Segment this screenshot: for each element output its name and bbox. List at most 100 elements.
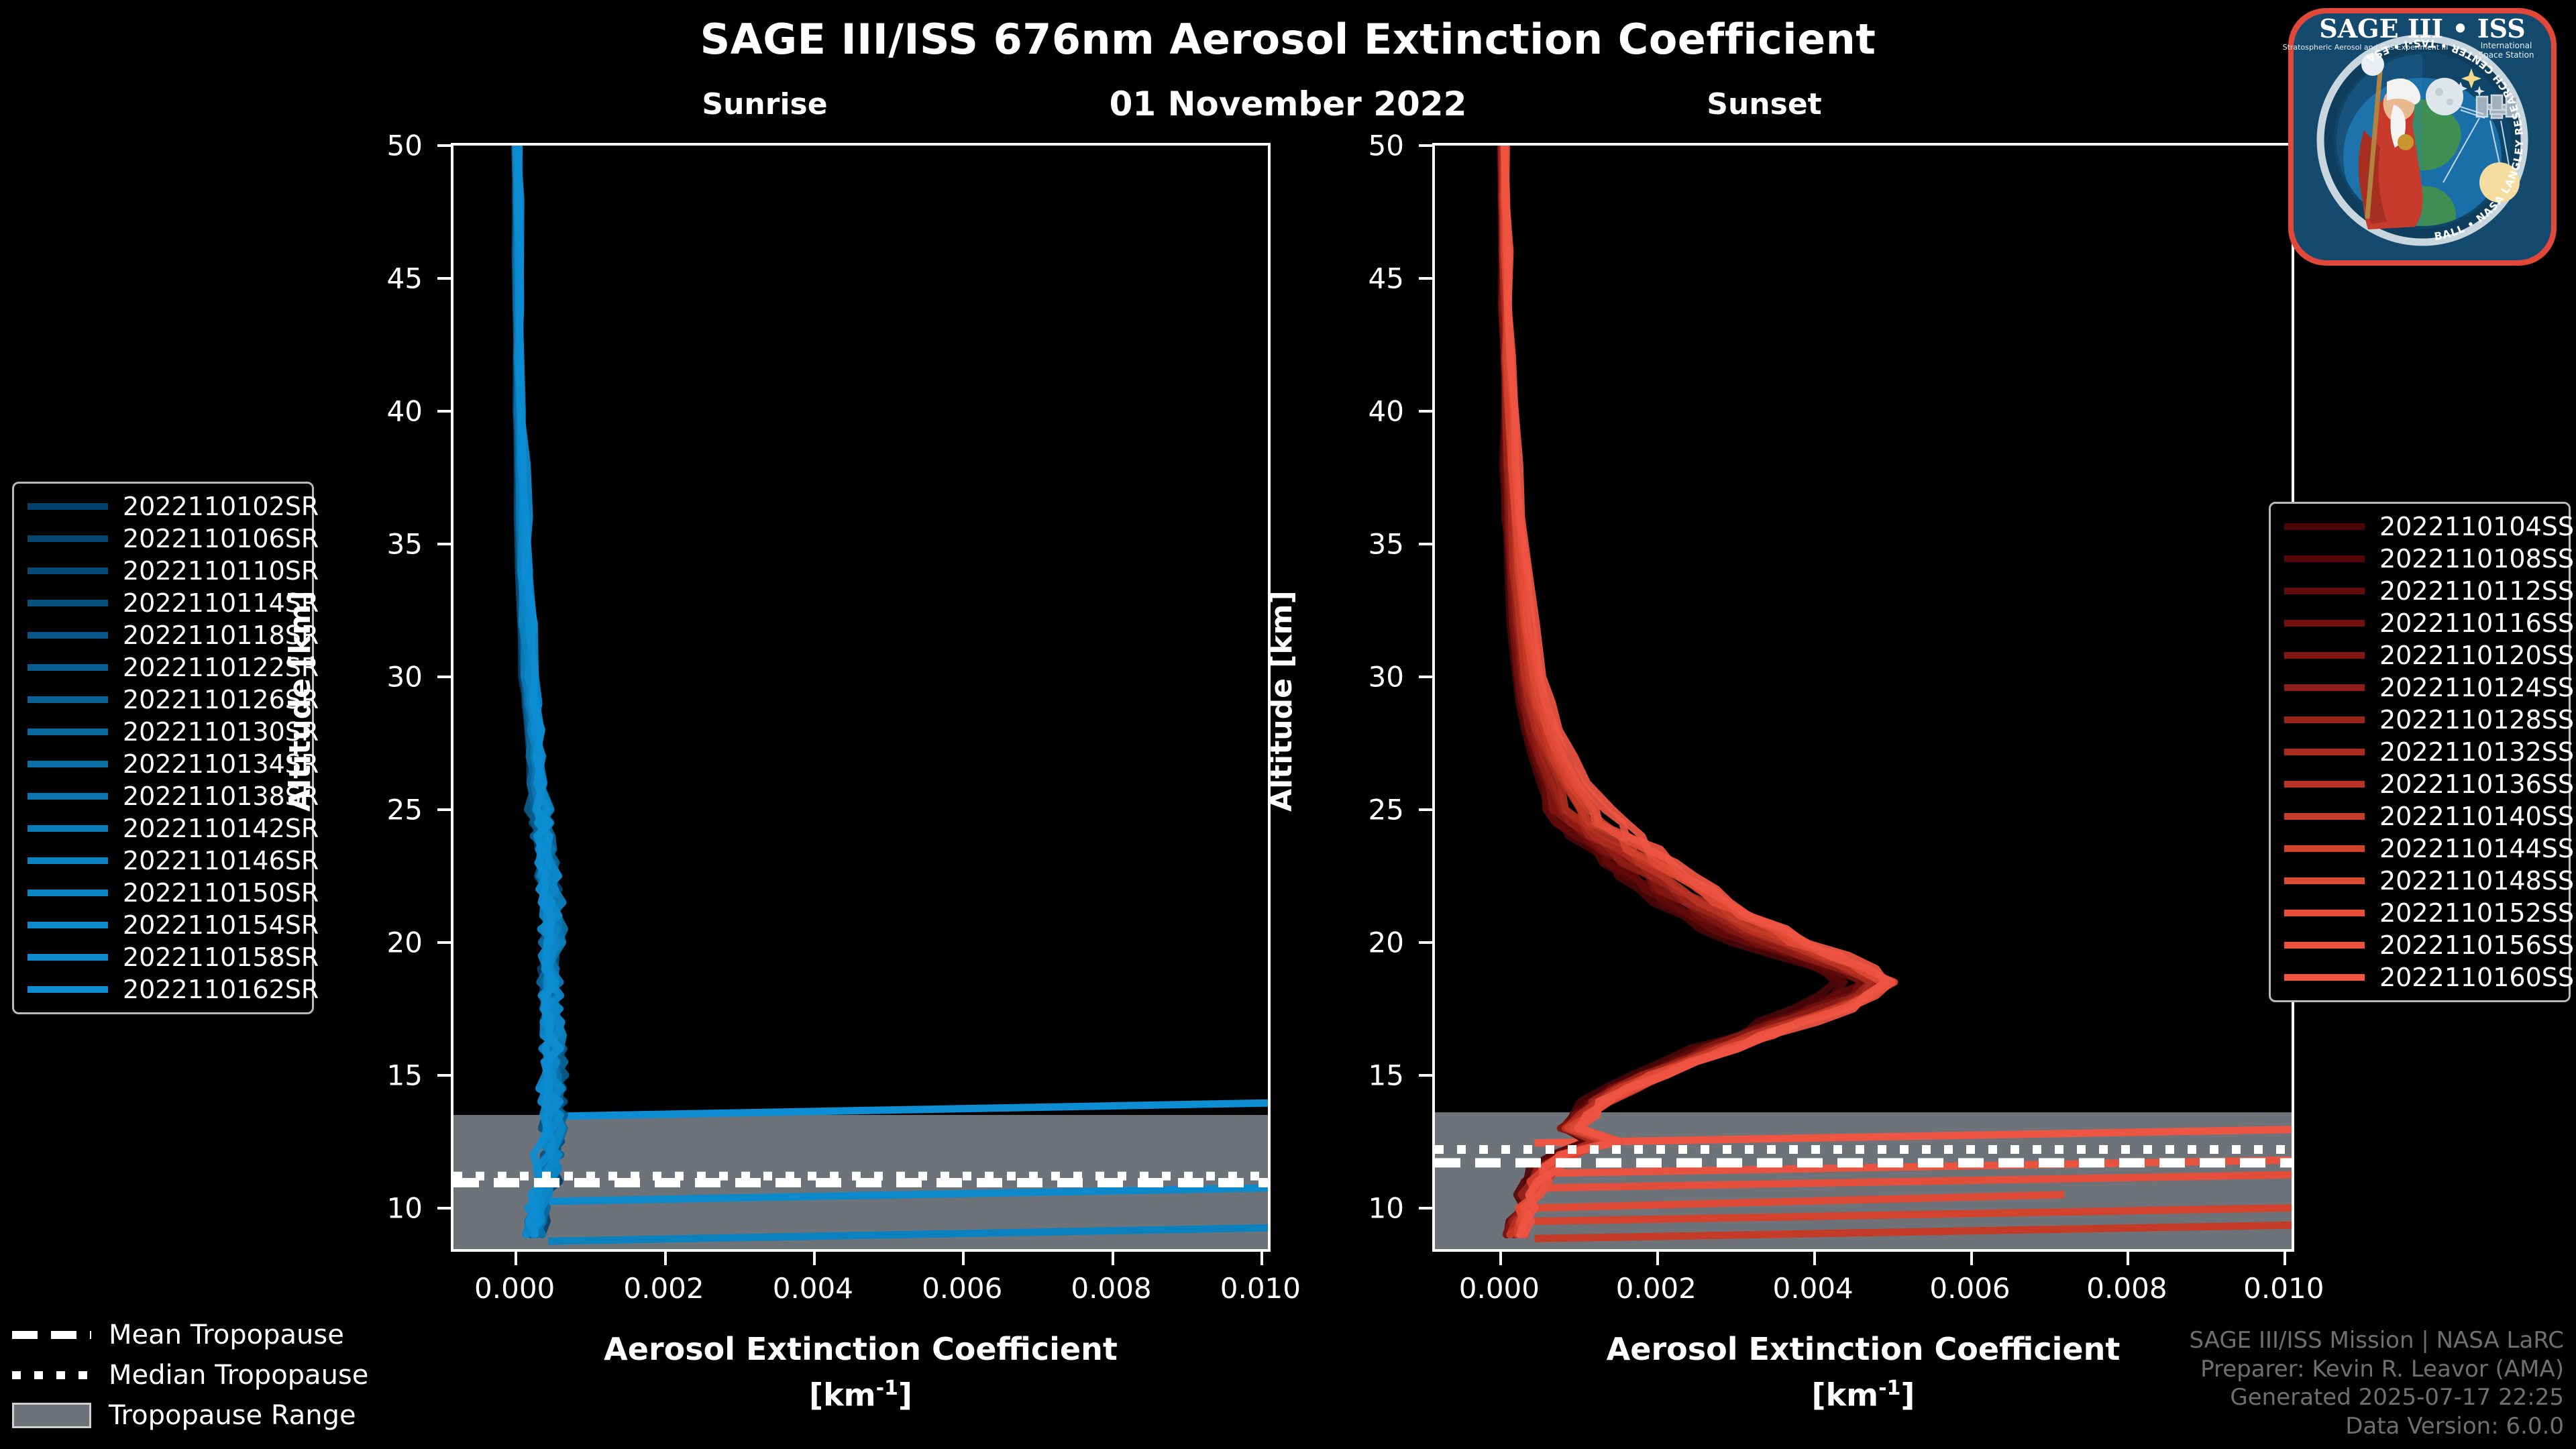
sunset-legend-item[interactable]: 2022110120SS — [2271, 639, 2574, 672]
legend-color-swatch-icon — [28, 664, 108, 671]
extinction-profile-line — [1500, 146, 1886, 1238]
sunrise-legend-item[interactable]: 2022110130SR — [14, 716, 319, 748]
legend-color-swatch-icon — [28, 825, 108, 832]
x-axis-tick-label: 0.010 — [2243, 1272, 2324, 1305]
sunset-legend-item[interactable]: 2022110132SS — [2271, 736, 2574, 768]
legend-item-label: 2022110132SS — [2379, 737, 2575, 767]
extinction-profile-line — [1499, 146, 1891, 1238]
dashed-line-icon — [12, 1324, 91, 1346]
outlier-spike-line — [1534, 1191, 2065, 1212]
sunset-legend-item[interactable]: 2022110104SS — [2271, 511, 2574, 543]
legend-row-mean-tropopause: Mean Tropopause — [12, 1315, 368, 1355]
legend-item-label: 2022110110SR — [123, 556, 319, 586]
legend-item-label: 2022110122SR — [123, 653, 319, 682]
x-axis-tick-label: 0.008 — [1071, 1272, 1152, 1305]
sunrise-legend-item[interactable]: 2022110126SR — [14, 684, 319, 716]
credits-mission: SAGE III/ISS Mission | NASA LaRC — [2189, 1326, 2564, 1354]
x-axis-tick-mark — [1813, 1252, 1816, 1265]
sunset-plot-area[interactable] — [1432, 143, 2294, 1252]
sunrise-legend-item[interactable]: 2022110142SR — [14, 812, 319, 845]
legend-item-label: 2022110142SR — [123, 814, 319, 843]
sunrise-legend-item[interactable]: 2022110150SR — [14, 877, 319, 909]
sunset-legend-item[interactable]: 2022110156SS — [2271, 929, 2574, 961]
sunset-legend-item[interactable]: 2022110160SS — [2271, 961, 2574, 994]
extinction-profile-line — [513, 146, 564, 1238]
x-axis-tick-mark — [1970, 1252, 1973, 1265]
y-axis-tick-mark — [1419, 409, 1432, 413]
sunrise-legend-item[interactable]: 2022110134SR — [14, 748, 319, 780]
sunset-panel-label: Sunset — [1707, 87, 1822, 121]
sunrise-legend-item[interactable]: 2022110138SR — [14, 780, 319, 812]
x-axis-unit: [km-1] — [1811, 1377, 1915, 1413]
sunrise-legend-item[interactable]: 2022110102SR — [14, 490, 319, 523]
sunrise-legend-item[interactable]: 2022110154SR — [14, 909, 319, 941]
y-axis-tick-label: 25 — [1368, 793, 1404, 826]
credits-generated: Generated 2025-07-17 22:25 — [2230, 1384, 2564, 1411]
legend-item-label: 2022110154SR — [123, 910, 319, 940]
legend-item-label: 2022110114SR — [123, 588, 319, 618]
sunrise-legend-item[interactable]: 2022110110SR — [14, 555, 319, 587]
x-axis-tick-label: 0.002 — [623, 1272, 704, 1305]
credits-preparer: Preparer: Kevin R. Leavor (AMA) — [2200, 1355, 2564, 1383]
sunrise-legend-item[interactable]: 2022110106SR — [14, 523, 319, 555]
y-axis-tick-mark — [437, 409, 451, 413]
extinction-profile-line — [1498, 146, 1876, 1238]
sunset-legend-item[interactable]: 2022110144SS — [2271, 833, 2574, 865]
sunrise-legend-item[interactable]: 2022110118SR — [14, 619, 319, 651]
outlier-spike-line — [1534, 1204, 2292, 1226]
legend-color-swatch-icon — [2284, 716, 2365, 723]
x-axis-tick-mark — [1111, 1252, 1114, 1265]
dotted-line-icon — [12, 1364, 91, 1387]
legend-color-swatch-icon — [28, 600, 108, 606]
y-axis-tick-label: 45 — [386, 262, 423, 295]
legend-color-swatch-icon — [28, 761, 108, 767]
legend-color-swatch-icon — [28, 793, 108, 800]
legend-item-label: 2022110136SS — [2379, 769, 2575, 799]
sunset-legend-item[interactable]: 2022110136SS — [2271, 768, 2574, 800]
sunset-legend-item[interactable]: 2022110124SS — [2271, 672, 2574, 704]
sunset-legend-item[interactable]: 2022110128SS — [2271, 704, 2574, 736]
y-axis-tick-label: 30 — [386, 660, 423, 694]
y-axis-tick-mark — [1419, 144, 1432, 147]
legend-item-label: 2022110116SS — [2379, 608, 2575, 638]
legend-item-label: 2022110150SR — [123, 878, 319, 908]
y-axis-tick-mark — [437, 941, 451, 944]
page-title: SAGE III/ISS 676nm Aerosol Extinction Co… — [700, 15, 1876, 64]
outlier-spike-line — [548, 1224, 1268, 1245]
sunrise-legend[interactable]: 2022110102SR 2022110106SR 2022110110SR 2022… — [12, 482, 319, 1014]
sunrise-legend-item[interactable]: 2022110146SR — [14, 845, 319, 877]
sunset-legend-item[interactable]: 2022110140SS — [2271, 800, 2574, 833]
outlier-spike-line — [1534, 1221, 2292, 1242]
sunrise-plot-area[interactable] — [451, 143, 1271, 1252]
extinction-profile-line — [1500, 146, 1890, 1238]
extinction-profile-line — [1501, 146, 1895, 1238]
gray-box-icon — [12, 1403, 91, 1428]
sunset-legend-item[interactable]: 2022110108SS — [2271, 543, 2574, 575]
y-axis-tick-mark — [437, 675, 451, 678]
x-axis-unit: [km-1] — [809, 1377, 912, 1413]
sunset-legend-item[interactable]: 2022110116SS — [2271, 607, 2574, 639]
sunrise-legend-item[interactable]: 2022110162SR — [14, 973, 319, 1006]
legend-color-swatch-icon — [2284, 845, 2365, 852]
legend-item-label: 2022110156SS — [2379, 930, 2575, 960]
outlier-spike-line — [548, 1099, 1268, 1120]
sunrise-legend-item[interactable]: 2022110158SR — [14, 941, 319, 973]
sunset-panel — [1432, 143, 2294, 1252]
patch-subtitle-right-2: Space Station — [2478, 50, 2534, 60]
sunrise-legend-item[interactable]: 2022110122SR — [14, 651, 319, 684]
x-axis-tick-mark — [2284, 1252, 2287, 1265]
sunset-legend-item[interactable]: 2022110152SS — [2271, 897, 2574, 929]
y-axis-tick-mark — [437, 542, 451, 545]
sunset-legend[interactable]: 2022110104SS 2022110108SS 2022110112SS 2022… — [2269, 502, 2574, 1002]
sunrise-legend-item[interactable]: 2022110114SR — [14, 587, 319, 619]
y-axis-tick-label: 35 — [386, 527, 423, 561]
legend-item-label: 2022110124SS — [2379, 673, 2575, 702]
x-axis-tick-mark — [2127, 1252, 2130, 1265]
tropopause-legend: Mean Tropopause Median Tropopause Tropop… — [12, 1315, 368, 1436]
legend-item-label: 2022110108SS — [2379, 544, 2575, 574]
sunset-legend-item[interactable]: 2022110112SS — [2271, 575, 2574, 607]
sunset-legend-item[interactable]: 2022110148SS — [2271, 865, 2574, 897]
y-axis-tick-label: 15 — [386, 1059, 423, 1092]
y-axis-tick-label: 20 — [1368, 926, 1404, 959]
legend-color-swatch-icon — [2284, 749, 2365, 755]
